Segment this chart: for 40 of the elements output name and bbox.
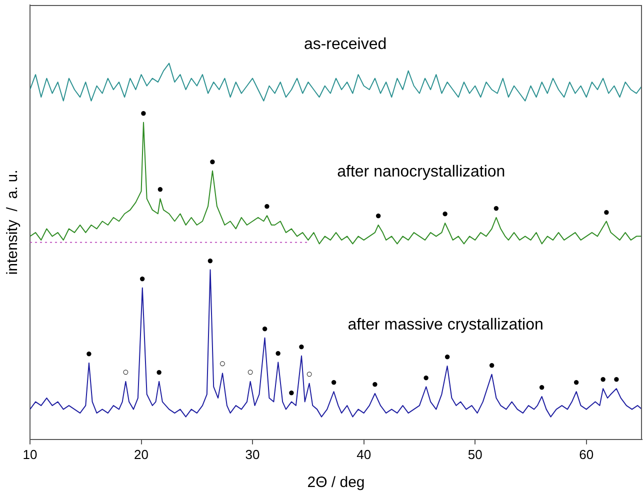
annotation: ●	[139, 272, 146, 285]
annotation: ●	[374, 210, 382, 222]
annotation: ●	[261, 322, 268, 335]
x-tick-label: 30	[245, 446, 260, 462]
annotation: ●	[140, 107, 147, 120]
annotation: ●	[488, 359, 496, 372]
x-tick-label: 10	[22, 446, 38, 462]
annotation: ●	[538, 382, 546, 394]
text: after massive crystallization	[348, 316, 544, 334]
y-axis-title: intensity / a. u.	[4, 170, 22, 275]
annotation: ●	[372, 378, 378, 391]
annotation: ●	[86, 348, 92, 360]
annotation: ○	[246, 366, 254, 379]
x-tick-label: 50	[468, 446, 482, 462]
x-axis-title: 2Θ / deg	[307, 474, 365, 492]
annotation: ●	[156, 366, 162, 379]
text: after nanocrystallization	[337, 164, 506, 181]
annotation: ●	[422, 372, 430, 384]
annotation: ●	[330, 376, 338, 389]
annotation: ●	[444, 351, 451, 364]
annotation: ●	[613, 374, 620, 386]
annotation: ●	[274, 347, 282, 360]
series-label: as-received	[304, 36, 387, 54]
x-tick-label: 40	[356, 446, 372, 462]
x-tick-label: 60	[579, 446, 594, 462]
x-tick-label: 20	[134, 446, 149, 462]
annotation: ●	[206, 254, 214, 267]
annotation: ●	[288, 386, 295, 399]
annotation: ●	[492, 202, 500, 215]
annotation: ○	[219, 358, 226, 370]
annotation: ●	[156, 184, 164, 196]
annotation: ●	[264, 200, 270, 213]
annotation: ●	[573, 376, 580, 389]
annotation: ○	[306, 368, 313, 380]
annotation: ○	[122, 366, 130, 379]
annotation: ●	[209, 156, 216, 168]
annotation: ●	[298, 340, 305, 353]
annotation: ●	[600, 374, 606, 386]
annotation: ●	[603, 206, 610, 218]
annotation: ●	[442, 208, 448, 220]
